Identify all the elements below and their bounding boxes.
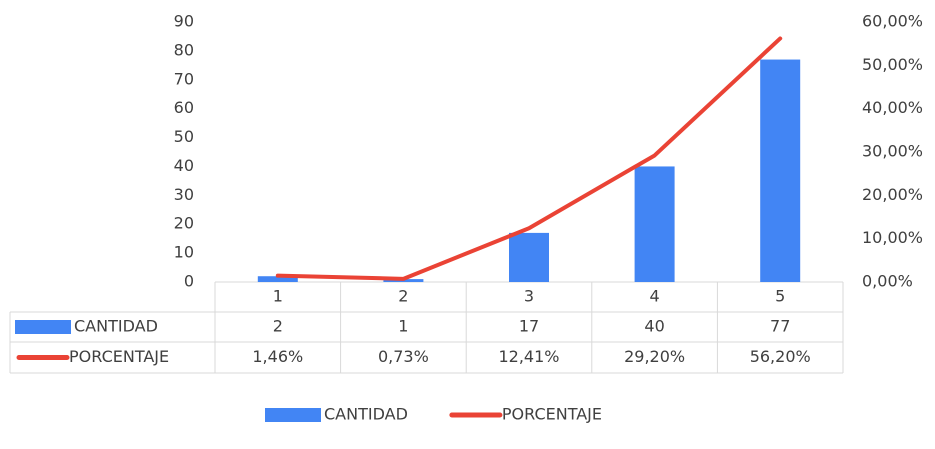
- x-tick-label: 3: [524, 287, 534, 306]
- table-cell: 1: [398, 317, 408, 336]
- y2-tick-label: 10,00%: [862, 228, 923, 247]
- legend-label: PORCENTAJE: [502, 405, 602, 424]
- y-tick-label: 10: [174, 243, 194, 262]
- x-tick-label: 2: [398, 287, 408, 306]
- y2-tick-label: 50,00%: [862, 55, 923, 74]
- table-cell: 17: [519, 317, 539, 336]
- y-tick-label: 20: [174, 214, 194, 233]
- table-cell: 12,41%: [498, 347, 559, 366]
- bar: [760, 59, 801, 282]
- y2-tick-label: 20,00%: [862, 185, 923, 204]
- y-tick-label: 50: [174, 127, 194, 146]
- y-tick-label: 0: [184, 272, 194, 291]
- legend-key: [15, 320, 71, 334]
- table-cell: 56,20%: [750, 347, 811, 366]
- y-tick-label: 60: [174, 98, 194, 117]
- table-row-header: CANTIDAD: [74, 317, 158, 336]
- legend-key: [265, 408, 321, 422]
- y-tick-label: 30: [174, 185, 194, 204]
- table-cell: 29,20%: [624, 347, 685, 366]
- table-cell: 77: [770, 317, 790, 336]
- y-tick-label: 90: [174, 12, 194, 31]
- y-tick-label: 80: [174, 40, 194, 59]
- y2-tick-label: 30,00%: [862, 142, 923, 161]
- table-cell: 1,46%: [252, 347, 303, 366]
- legend-label: CANTIDAD: [324, 405, 408, 424]
- x-tick-label: 1: [273, 287, 283, 306]
- y-tick-label: 70: [174, 69, 194, 88]
- bar: [509, 232, 549, 282]
- y2-tick-label: 0,00%: [862, 272, 913, 291]
- table-cell: 0,73%: [378, 347, 429, 366]
- x-tick-label: 4: [650, 287, 660, 306]
- y2-tick-label: 40,00%: [862, 98, 923, 117]
- bar: [257, 276, 298, 282]
- x-tick-label: 5: [775, 287, 785, 306]
- line-series: [275, 36, 783, 281]
- table-cell: 2: [273, 317, 283, 336]
- y2-tick-label: 60,00%: [862, 12, 923, 31]
- table-row-header: PORCENTAJE: [69, 347, 169, 366]
- table-cell: 40: [644, 317, 664, 336]
- bar: [634, 166, 675, 282]
- y-tick-label: 40: [174, 156, 194, 175]
